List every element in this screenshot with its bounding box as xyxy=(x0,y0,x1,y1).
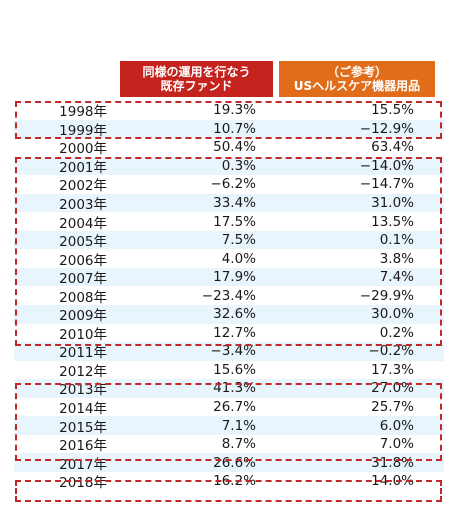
table-row: 2008年 −23.4% −29.9% xyxy=(14,286,444,306)
year-cell: 1999年 xyxy=(59,122,107,139)
table-row: 2016年 8.7% 7.0% xyxy=(14,435,444,454)
reference-return-cell: 7.4% xyxy=(379,269,414,286)
table-row: 2011年 −3.4% −0.2% xyxy=(14,342,444,361)
fund-return-cell: 17.5% xyxy=(213,213,256,230)
fund-return-cell: 17.9% xyxy=(213,269,256,286)
table-row: 2018年 16.2% 14.0% xyxy=(14,472,444,491)
reference-return-cell: 17.3% xyxy=(371,361,414,378)
fund-return-cell: 7.5% xyxy=(221,232,256,249)
year-cell: 2005年 xyxy=(59,234,107,251)
table-row: 1998年 19.3% 15.5% xyxy=(14,101,444,120)
reference-return-cell: −0.2% xyxy=(368,343,414,360)
fund-return-cell: 26.6% xyxy=(213,454,256,471)
reference-return-cell: −29.9% xyxy=(359,287,414,304)
reference-return-cell: 7.0% xyxy=(379,436,414,453)
fund-return-cell: −6.2% xyxy=(210,176,256,193)
reference-return-cell: 63.4% xyxy=(371,139,414,156)
fund-return-cell: 33.4% xyxy=(213,195,256,211)
fund-return-cell: 32.6% xyxy=(213,306,256,323)
returns-table: 1998年 19.3% 15.5% 1999年 10.7% −12.9% 2000年 50.4… xyxy=(14,101,444,491)
year-cell: 2015年 xyxy=(59,419,107,436)
reference-return-cell: 30.0% xyxy=(371,306,414,323)
table-row: 2015年 7.1% 6.0% xyxy=(14,416,444,436)
year-cell: 2007年 xyxy=(59,271,107,288)
reference-return-cell: −12.9% xyxy=(359,120,414,137)
year-cell: 2006年 xyxy=(59,252,107,269)
year-cell: 2013年 xyxy=(59,382,107,399)
year-cell: 2004年 xyxy=(59,215,107,232)
year-cell: 2011年 xyxy=(59,345,107,362)
fund-return-cell: 41.3% xyxy=(213,380,256,397)
table-row: 2007年 17.9% 7.4% xyxy=(14,267,444,288)
year-cell: 1998年 xyxy=(59,104,107,121)
fund-header-line1: 同様の運用を行なう xyxy=(142,65,251,79)
year-cell: 2016年 xyxy=(59,438,107,455)
reference-return-cell: 25.7% xyxy=(371,399,414,416)
table-row: 2014年 26.7% 25.7% xyxy=(14,398,444,417)
table-row: 2004年 17.5% 13.5% xyxy=(14,212,444,232)
fund-return-cell: −23.4% xyxy=(201,287,256,304)
table-row: 2013年 41.3% 27.0% xyxy=(14,379,444,398)
year-cell: 2008年 xyxy=(59,289,107,306)
table-row: 2017年 26.6% 31.8% xyxy=(14,453,444,473)
fund-header-line2: 既存ファンド xyxy=(160,79,233,93)
reference-return-cell: 0.1% xyxy=(379,232,414,249)
reference-header-line2: USヘルスケア機器用品 xyxy=(293,79,421,93)
reference-column-header: （ご参考） USヘルスケア機器用品 xyxy=(279,61,435,97)
fund-return-cell: 0.3% xyxy=(221,157,256,174)
reference-return-cell: 14.0% xyxy=(371,473,414,490)
fund-return-cell: 12.7% xyxy=(213,324,256,341)
fund-return-cell: 15.6% xyxy=(213,361,256,378)
reference-return-cell: 3.8% xyxy=(379,250,414,267)
table-row: 2012年 15.6% 17.3% xyxy=(14,361,444,380)
table-row: 2000年 50.4% 63.4% xyxy=(14,138,444,157)
reference-return-cell: −14.7% xyxy=(359,176,414,193)
fund-return-cell: 50.4% xyxy=(213,139,256,156)
table-row: 2001年 0.3% −14.0% xyxy=(14,156,444,176)
year-cell: 2001年 xyxy=(59,159,107,176)
fund-return-cell: 7.1% xyxy=(221,417,256,434)
reference-return-cell: −14.0% xyxy=(359,157,414,174)
fund-return-cell: −3.4% xyxy=(210,343,256,360)
reference-return-cell: 6.0% xyxy=(379,417,414,434)
reference-return-cell: 0.2% xyxy=(379,324,414,341)
reference-return-cell: 31.0% xyxy=(371,195,414,211)
year-cell: 2014年 xyxy=(59,401,107,418)
reference-return-cell: 31.8% xyxy=(371,454,414,471)
table-row: 1999年 10.7% −12.9% xyxy=(14,119,444,139)
reference-return-cell: 15.5% xyxy=(371,102,414,119)
fund-return-cell: 26.7% xyxy=(213,399,256,416)
fund-return-cell: 16.2% xyxy=(213,473,256,490)
fund-return-cell: 8.7% xyxy=(221,436,256,453)
year-cell: 2002年 xyxy=(59,178,107,195)
table-row: 2006年 4.0% 3.8% xyxy=(14,249,444,269)
year-cell: 2012年 xyxy=(59,363,107,380)
table-row: 2009年 32.6% 30.0% xyxy=(14,305,444,324)
fund-return-cell: 10.7% xyxy=(213,120,256,137)
year-cell: 2010年 xyxy=(59,326,107,343)
fund-return-cell: 19.3% xyxy=(213,102,256,119)
table-row: 2002年 −6.2% −14.7% xyxy=(14,175,444,194)
table-row: 2010年 12.7% 0.2% xyxy=(14,324,444,343)
table-row: 2003年 33.4% 31.0% xyxy=(14,193,444,214)
reference-header-line1: （ご参考） xyxy=(326,65,387,79)
table-row: 2005年 7.5% 0.1% xyxy=(14,230,444,251)
year-cell: 2018年 xyxy=(59,475,107,492)
year-cell: 2009年 xyxy=(59,308,107,325)
fund-column-header: 同様の運用を行なう 既存ファンド xyxy=(120,61,273,97)
reference-return-cell: 27.0% xyxy=(371,380,414,397)
reference-return-cell: 13.5% xyxy=(371,213,414,230)
year-cell: 2017年 xyxy=(59,456,107,473)
fund-return-cell: 4.0% xyxy=(221,250,256,267)
year-cell: 2000年 xyxy=(59,141,107,158)
year-cell: 2003年 xyxy=(59,197,107,214)
